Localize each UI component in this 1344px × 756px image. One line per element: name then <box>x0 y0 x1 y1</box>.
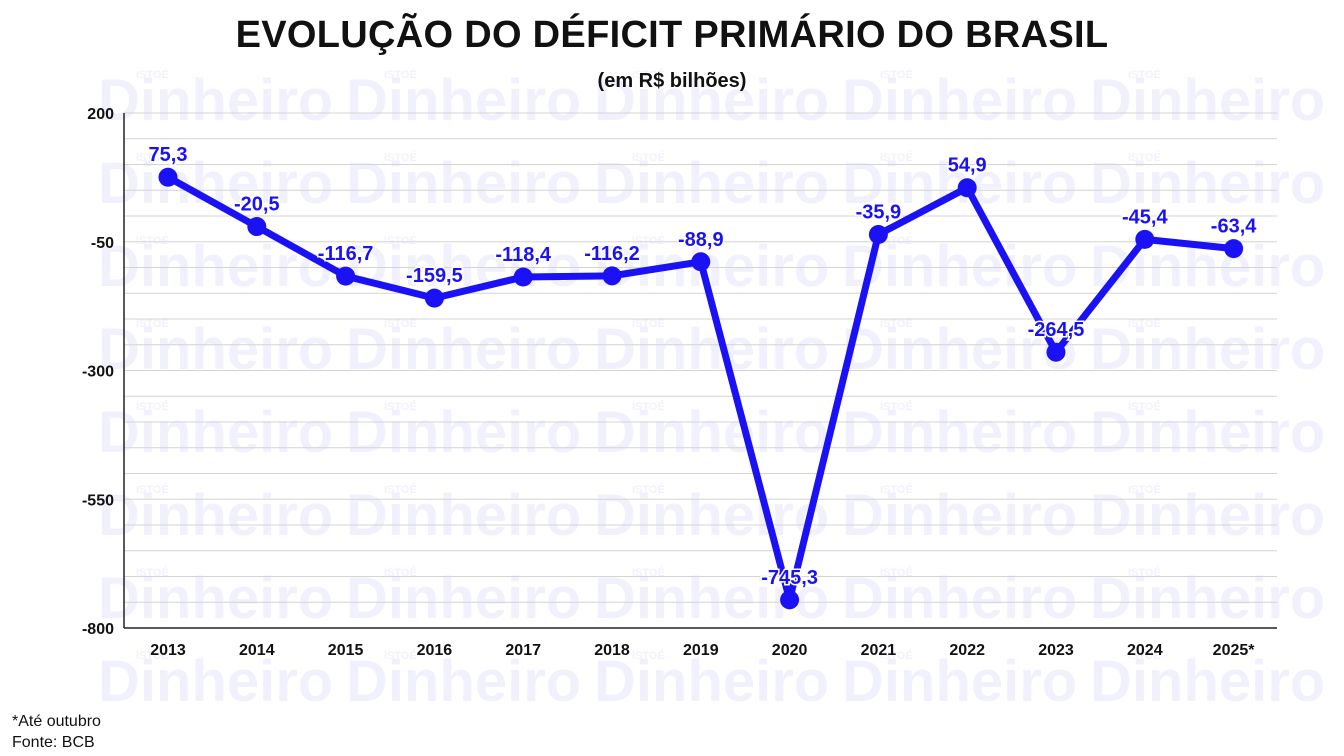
x-tick-label: 2014 <box>239 642 275 659</box>
y-tick-label: -50 <box>91 235 114 252</box>
x-tick-label: 2023 <box>1038 642 1074 659</box>
x-tick-label: 2017 <box>505 642 541 659</box>
data-label: -88,9 <box>678 229 724 251</box>
grid-lines <box>124 112 1277 603</box>
data-point <box>780 590 800 610</box>
x-tick-label: 2025* <box>1213 642 1256 659</box>
data-label: -35,9 <box>856 201 902 223</box>
data-label: -745,3 <box>761 567 818 589</box>
x-tick-label: 2019 <box>683 642 719 659</box>
x-tick-label: 2022 <box>949 642 985 659</box>
y-tick-label: -800 <box>82 621 114 638</box>
data-point <box>602 266 622 286</box>
footnote: *Até outubro <box>12 713 101 730</box>
data-label: -63,4 <box>1211 216 1257 238</box>
data-label: -264,5 <box>1028 319 1085 341</box>
data-point <box>691 252 711 272</box>
data-point <box>424 288 444 308</box>
data-label: -159,5 <box>406 265 463 287</box>
data-point <box>247 217 267 237</box>
chart-notes: *Até outubro Fonte: BCB <box>12 711 101 753</box>
data-point <box>957 178 977 198</box>
data-label: 54,9 <box>948 155 987 177</box>
x-tick-label: 2016 <box>417 642 453 659</box>
data-label: -116,2 <box>584 243 640 265</box>
x-tick-label: 2015 <box>328 642 364 659</box>
x-tick-label: 2018 <box>594 642 630 659</box>
source-note: Fonte: BCB <box>12 734 95 751</box>
y-tick-label: 200 <box>87 106 114 123</box>
data-label: 75,3 <box>149 144 188 166</box>
chart-title: EVOLUÇÃO DO DÉFICIT PRIMÁRIO DO BRASIL <box>235 14 1109 56</box>
data-label: -20,5 <box>234 194 280 216</box>
axes: 200 -50 -300 -550 -800 2013 2014 2015 2016 2017 20… <box>82 106 1277 659</box>
data-label: -118,4 <box>495 244 551 266</box>
chart-subtitle: (em R$ bilhões) <box>597 70 747 92</box>
x-tick-label: 2013 <box>150 642 186 659</box>
y-tick-label: -550 <box>82 492 114 509</box>
data-point <box>868 224 888 244</box>
data-point <box>1224 239 1244 259</box>
y-tick-label: -300 <box>82 364 114 381</box>
data-point <box>513 267 533 287</box>
data-point <box>158 167 178 187</box>
series-points <box>158 167 1244 610</box>
x-tick-label: 2024 <box>1127 642 1163 659</box>
data-label: -116,7 <box>318 243 374 265</box>
x-tick-label: 2020 <box>772 642 808 659</box>
x-tick-label: 2021 <box>861 642 897 659</box>
data-point <box>1046 342 1066 362</box>
data-point <box>1135 229 1155 249</box>
data-labels: 75,3 -20,5 -116,7 -159,5 -118,4 -116,2 -88,9 -7… <box>147 143 1259 591</box>
data-label: -45,4 <box>1122 206 1168 228</box>
data-point <box>336 266 356 286</box>
